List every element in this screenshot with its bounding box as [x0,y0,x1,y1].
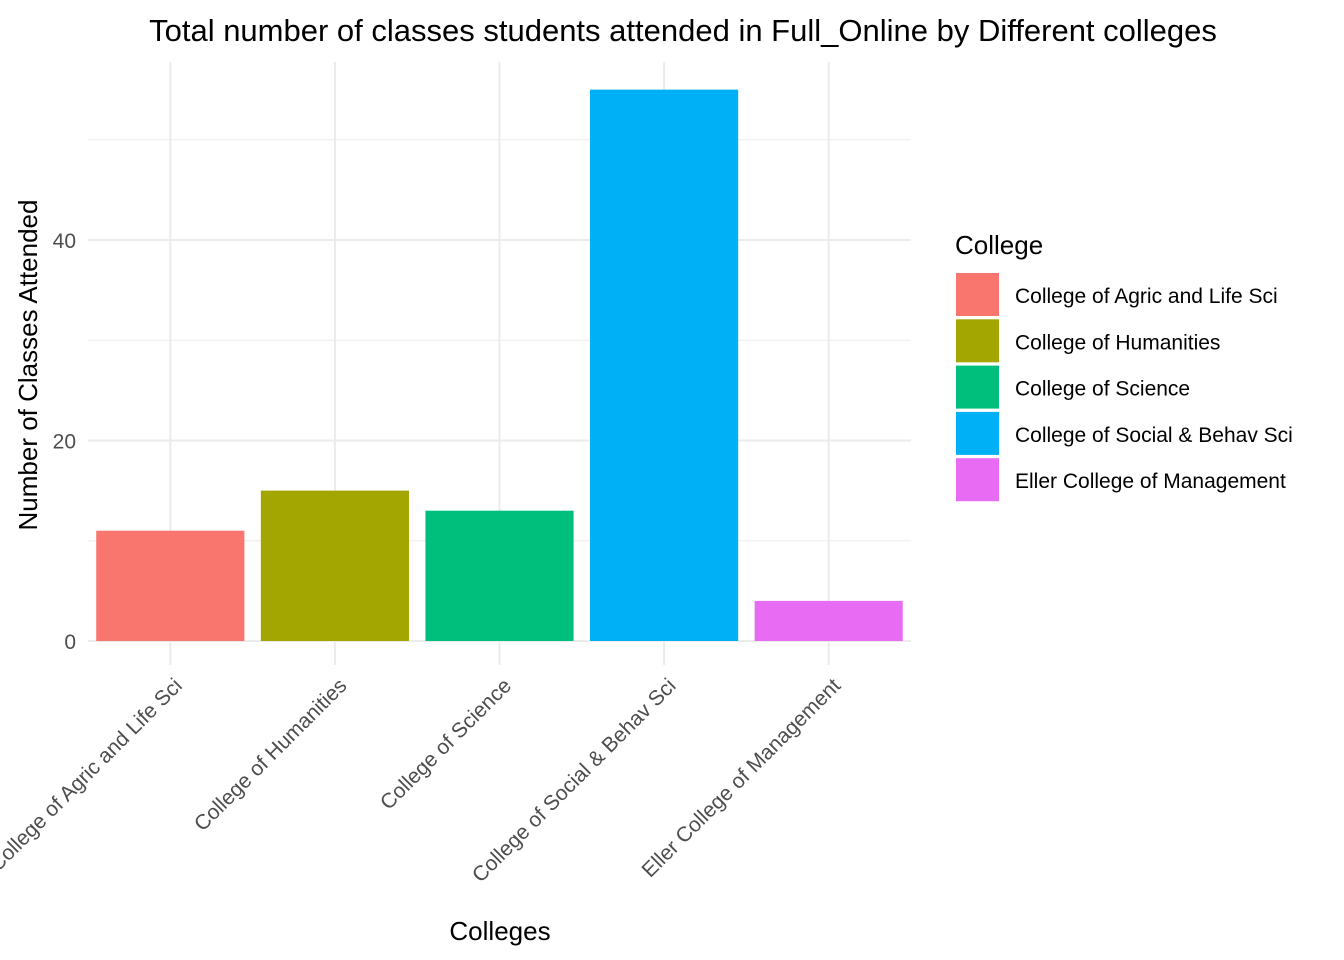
x-axis-title: Colleges [449,916,550,946]
x-tick-label: College of Agric and Life Sci [0,674,187,876]
legend-swatch [956,273,999,316]
bar [590,89,739,641]
legend-label: College of Agric and Life Sci [1015,285,1278,308]
x-tick-label: College of Science [376,674,516,814]
x-tick-label: Eller College of Management [637,674,845,882]
legend-swatch [956,411,999,455]
legend-label: Eller College of Management [1015,470,1286,493]
y-tick-label: 40 [53,230,76,253]
bar [260,490,409,641]
x-axis-ticks: College of Agric and Life Sci College of … [0,674,845,887]
bar [425,510,574,641]
y-axis-ticks: 0 20 40 [53,230,76,654]
legend-label: College of Humanities [1015,331,1220,354]
x-tick-label: College of Humanities [190,674,352,836]
y-tick-label: 20 [53,431,76,454]
legend-swatch [956,319,999,363]
y-tick-label: 0 [64,631,76,654]
legend: College College of Agric and Life Sci Col… [955,230,1293,502]
bars [96,89,903,641]
bar [754,600,903,641]
bar [96,530,245,641]
legend-title: College [955,230,1043,260]
legend-label: College of Science [1015,378,1190,401]
legend-swatch [956,365,999,409]
y-axis-title: Number of Classes Attended [13,200,43,531]
legend-swatch [956,458,999,502]
chart-title: Total number of classes students attende… [149,13,1217,48]
legend-label: College of Social & Behav Sci [1015,424,1293,447]
